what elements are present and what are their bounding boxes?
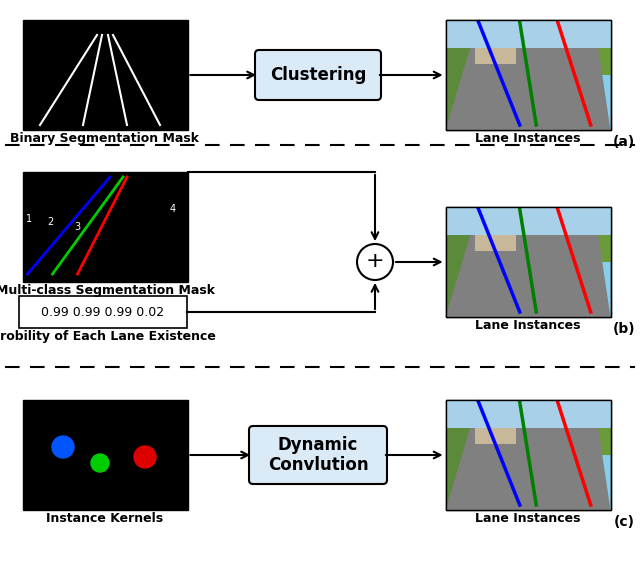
Text: (b): (b) (612, 322, 636, 336)
Bar (445, 20, 611, 48)
Text: 2: 2 (47, 217, 54, 227)
Bar (445, 207, 611, 317)
Text: 0.99 0.99 0.99 0.02: 0.99 0.99 0.99 0.02 (42, 306, 164, 319)
Text: Binary Segmentation Mask: Binary Segmentation Mask (10, 132, 200, 145)
Text: 1: 1 (26, 214, 31, 224)
Circle shape (52, 436, 74, 458)
Bar (475, 26, 516, 64)
Bar (445, 400, 611, 428)
Bar (445, 400, 475, 510)
Text: 4: 4 (170, 204, 175, 214)
Circle shape (357, 244, 393, 280)
Text: Instance Kernels: Instance Kernels (47, 512, 164, 525)
Text: +: + (365, 251, 384, 271)
Bar (553, 400, 611, 455)
Bar (445, 20, 611, 130)
Bar (445, 20, 475, 130)
Bar (19, 296, 187, 328)
Bar (445, 207, 611, 235)
Text: Lane Instances: Lane Instances (476, 132, 580, 145)
Polygon shape (445, 400, 611, 510)
Polygon shape (445, 20, 611, 130)
FancyBboxPatch shape (249, 426, 387, 484)
Bar (445, 207, 475, 317)
Text: Multi-class Segmentation Mask: Multi-class Segmentation Mask (0, 284, 214, 297)
Text: 3: 3 (74, 222, 81, 232)
Bar (553, 20, 611, 75)
Bar (553, 207, 611, 262)
Bar (475, 213, 516, 251)
Text: (a): (a) (613, 135, 635, 149)
Bar (445, 400, 611, 510)
Text: Probility of Each Lane Existence: Probility of Each Lane Existence (0, 330, 216, 343)
Polygon shape (445, 207, 611, 317)
Circle shape (91, 454, 109, 472)
Bar (445, 400, 611, 510)
Text: Lane Instances: Lane Instances (476, 512, 580, 525)
Bar (22, 172, 188, 282)
Bar (22, 20, 188, 130)
Text: (c): (c) (614, 515, 634, 529)
FancyBboxPatch shape (255, 50, 381, 100)
Text: Dynamic
Convlution: Dynamic Convlution (268, 435, 368, 475)
Text: Lane Instances: Lane Instances (476, 319, 580, 332)
Circle shape (134, 446, 156, 468)
Bar (445, 207, 611, 317)
Bar (475, 405, 516, 444)
Bar (445, 20, 611, 130)
Bar (22, 400, 188, 510)
Text: Clustering: Clustering (270, 66, 366, 84)
